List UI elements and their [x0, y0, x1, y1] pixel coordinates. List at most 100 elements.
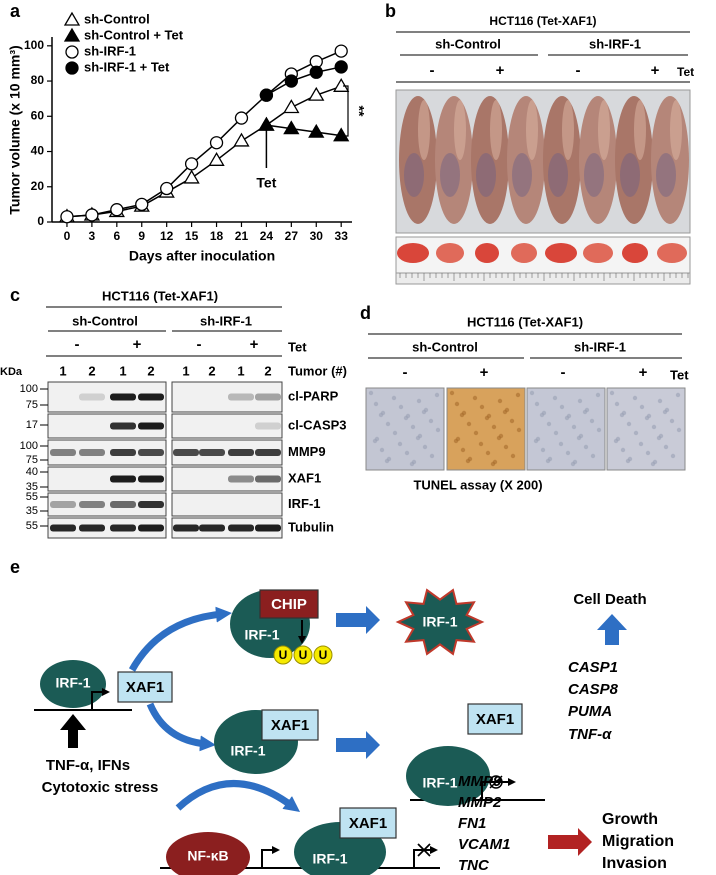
protein-label: XAF1: [271, 717, 309, 734]
row-label: cl-PARP: [288, 388, 339, 403]
legend-label: sh-IRF-1 + Tet: [84, 59, 170, 74]
marker: [234, 111, 249, 125]
protein: [40, 660, 106, 708]
band: [50, 501, 76, 508]
protein-label: XAF1: [476, 711, 514, 728]
x-tick-label: 9: [138, 229, 145, 243]
repression-mark: [417, 843, 431, 857]
y-tick-label: 100: [24, 38, 44, 52]
marker-size: 17: [26, 419, 38, 431]
tumor: [657, 243, 687, 263]
cell: [491, 424, 497, 430]
cell: [675, 392, 681, 398]
band: [228, 524, 254, 532]
cell: [398, 404, 404, 410]
mouse-shade: [656, 153, 676, 197]
x-tick-label: 3: [89, 229, 96, 243]
cell: [670, 453, 676, 459]
cell: [633, 430, 639, 436]
cell: [596, 427, 602, 433]
lane-label: 2: [88, 363, 95, 378]
protein-label: CHIP: [271, 596, 307, 613]
label: sh-Control: [435, 36, 501, 51]
lane-label: 1: [182, 363, 189, 378]
ruler: [395, 272, 691, 285]
cell: [651, 424, 657, 430]
marker: [183, 169, 200, 184]
ubiquitin-label: U: [279, 648, 288, 662]
x-tick-label: 12: [160, 229, 174, 243]
y-axis-label: Tumor volume (x 10 mm³): [7, 45, 23, 214]
marker: [259, 88, 274, 102]
mouse-highlight: [490, 100, 502, 160]
band: [79, 524, 105, 532]
marker: [333, 78, 350, 92]
band: [110, 422, 136, 430]
band: [255, 475, 281, 483]
cell: [372, 438, 378, 444]
curved-arrow: [175, 780, 301, 812]
ubiquitin-label: U: [319, 648, 328, 662]
ubiquitin-label: U: [299, 648, 308, 662]
protein-box: [261, 709, 319, 741]
mouse-shade: [404, 153, 424, 197]
panel-label: c: [10, 285, 20, 305]
lane-label: 2: [264, 363, 271, 378]
outcome: Invasion: [602, 855, 667, 872]
x-tick-label: 27: [285, 229, 299, 243]
outcome: Growth: [602, 811, 658, 828]
label: HCT116 (Tet-XAF1): [102, 288, 218, 303]
label: -: [561, 364, 566, 381]
label: -: [403, 364, 408, 381]
block-arrow: [336, 606, 380, 634]
mouse-shade: [512, 153, 532, 197]
ubiquitin: [293, 645, 313, 665]
y-tick-label: 20: [31, 179, 45, 193]
cell: [663, 444, 669, 450]
marker: [333, 127, 350, 142]
cell: [454, 401, 460, 407]
cell: [559, 404, 565, 410]
mouse-shade: [440, 153, 460, 197]
cell: [509, 418, 515, 424]
lane-label: 1: [119, 363, 126, 378]
band: [138, 524, 164, 532]
cell: [577, 398, 583, 404]
cell: [503, 444, 509, 450]
activation-mark: [489, 775, 503, 789]
label: Tumor (#): [288, 363, 347, 378]
cell: [460, 447, 466, 453]
cell: [676, 427, 682, 433]
protein-label: IRF-1: [231, 743, 266, 759]
band: [255, 524, 281, 532]
band: [110, 524, 136, 532]
band: [138, 501, 164, 508]
cell: [669, 418, 675, 424]
mouse-shade: [548, 153, 568, 197]
x-axis-label: Days after inoculation: [129, 248, 275, 264]
marker: [135, 197, 149, 212]
label: HCT116 (Tet-XAF1): [467, 314, 583, 329]
legend-label: sh-Control + Tet: [84, 27, 184, 42]
cell: [466, 421, 472, 427]
promoter: [413, 846, 438, 868]
annotation: Tet: [256, 175, 276, 191]
x-tick-label: 18: [210, 229, 224, 243]
cell: [552, 395, 558, 401]
protein-box: [259, 589, 319, 619]
legend-marker: [65, 45, 79, 59]
label: -: [197, 336, 202, 353]
gene: TNC: [458, 857, 490, 874]
x-tick-label: 21: [235, 229, 249, 243]
gene: PUMA: [568, 703, 612, 720]
band: [50, 524, 76, 532]
label: +: [639, 364, 648, 381]
ubiquitin: [313, 645, 333, 665]
cell: [613, 438, 619, 444]
cell: [453, 438, 459, 444]
cell: [373, 401, 379, 407]
protein: [166, 832, 250, 875]
cell: [529, 390, 535, 396]
protein: [406, 746, 490, 806]
cell: [434, 392, 440, 398]
